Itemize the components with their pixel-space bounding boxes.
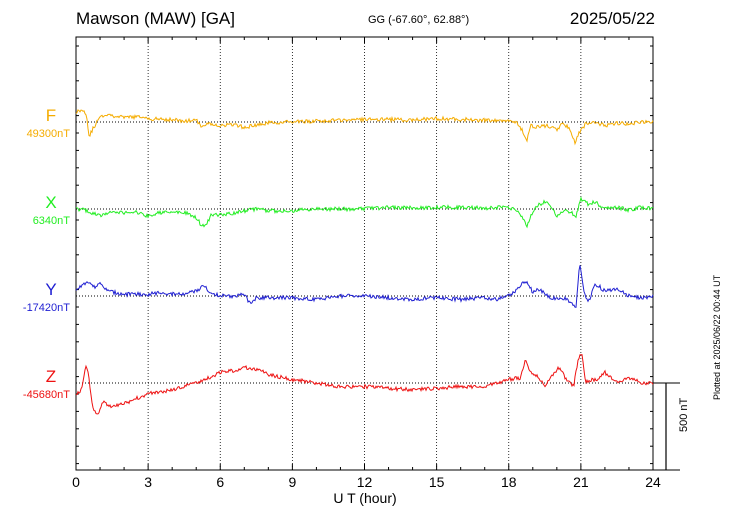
trace-z [75,354,654,415]
grid-lines [147,37,582,470]
geographic-coordinates: GG (-67.60°, 62.88°) [368,14,470,26]
baseline-value-z: -45680nT [23,389,70,401]
x-tick-label: 24 [645,474,661,490]
series-labels: F 49300nT X 6340nT Y -17420nT Z -45680nT [23,106,70,401]
x-tick-label: 18 [501,474,517,490]
x-tick-label: 9 [288,474,296,490]
x-tick-label: 21 [573,474,589,490]
baseline-value-x: 6340nT [33,215,71,227]
plotted-timestamp: Plotted at 2025/06/22 00:44 UT [712,274,722,400]
trace-x [75,196,654,229]
x-tick-label: 12 [357,474,373,490]
baseline-value-f: 49300nT [27,128,71,140]
traces [75,109,654,415]
series-name-y: Y [45,280,56,299]
frame-ticks [75,37,654,470]
scale-bar [653,382,680,471]
series-name-x: X [45,193,56,212]
baseline-value-y: -17420nT [23,302,70,314]
x-tick-label: 6 [216,474,224,490]
trace-f [75,109,654,146]
x-tick-label: 3 [144,474,152,490]
x-axis-label: U T (hour) [333,490,396,506]
series-name-z: Z [46,367,56,386]
x-tick-label: 15 [429,474,445,490]
station-title: Mawson (MAW) [GA] [76,9,235,28]
x-tick-labels: 0 3 6 9 12 15 18 21 24 [72,474,661,490]
date-label: 2025/05/22 [569,9,655,28]
trace-y [75,265,654,308]
series-name-f: F [46,106,56,125]
x-tick-label: 0 [72,474,80,490]
